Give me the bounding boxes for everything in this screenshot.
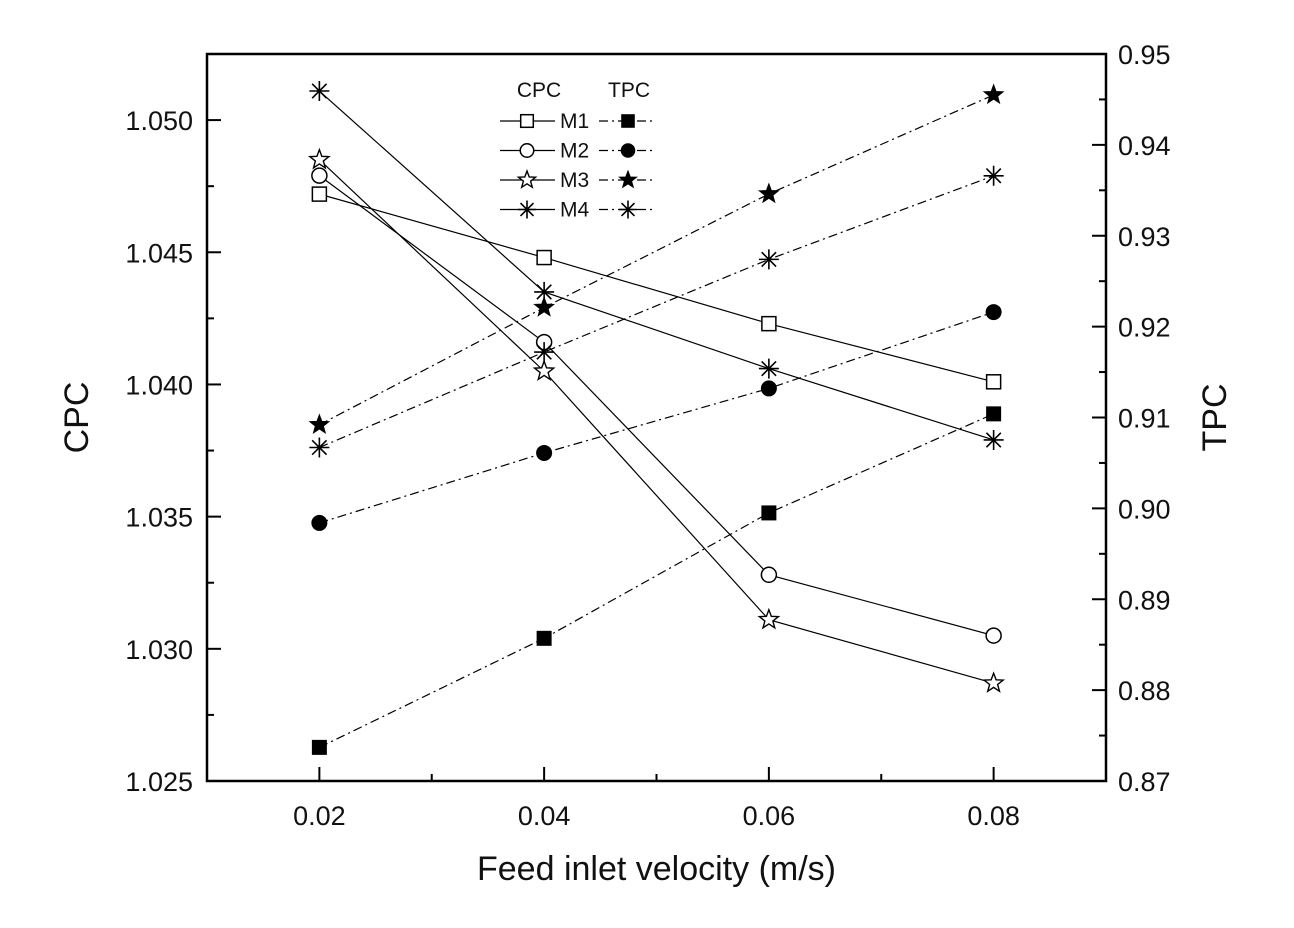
data-point-m3-tpc [982,83,1005,105]
series-m3-cpc [307,147,1006,693]
legend-label: M2 [560,140,589,163]
series-m4-cpc [309,81,1004,450]
y-right-tick-label: 0.94 [1118,131,1171,161]
legend-marker-cpc [519,113,535,129]
legend-label: M3 [560,169,589,192]
legend-marker-tpc [620,143,636,158]
y-right-tick-label: 0.91 [1118,404,1171,434]
y-right-tick-label: 0.95 [1118,40,1171,70]
data-point-m4-cpc [534,281,555,302]
data-point-m4-cpc [758,358,779,379]
data-point-m4-cpc [983,429,1004,450]
data-point-m3-tpc [533,296,555,317]
y-right-tick-label: 0.88 [1118,676,1171,706]
data-point-m2-tpc [760,380,777,397]
data-point-m3-cpc [307,147,331,170]
data-point-m1-cpc [311,186,328,202]
series-line-m4-cpc [318,90,994,441]
y-right-tick-label: 0.90 [1118,494,1171,524]
legend-entry-m3: M3 [500,169,656,192]
x-tick-label: 0.06 [743,801,796,831]
legend-header-cpc: CPC [517,79,561,102]
data-point-m1-tpc [311,739,327,755]
series-m3-tpc [308,83,1005,435]
data-point-m2-tpc [311,514,328,531]
data-point-m3-tpc [758,182,780,204]
legend-marker-tpc [619,200,637,219]
y-left-tick-label: 1.040 [125,370,193,400]
data-point-m2-cpc [760,566,778,584]
y-left-tick-label: 1.045 [125,238,193,268]
series-m2-cpc [311,167,1002,644]
data-point-m3-cpc [532,359,556,381]
legend-entry-m4: M4 [500,199,656,222]
series-line-m1-tpc [319,413,994,748]
legend-entry-m2: M2 [500,140,656,163]
data-point-m4-tpc [983,165,1004,186]
y-left-tick-label: 1.050 [125,106,193,136]
data-point-m1-cpc [985,374,1002,390]
data-point-m4-tpc [309,437,330,458]
series-line-m3-cpc [318,159,994,684]
data-point-m2-tpc [536,444,553,461]
x-tick-label: 0.02 [293,801,346,831]
data-point-m2-cpc [985,627,1002,644]
series-m1-tpc [311,406,1002,755]
data-point-m3-cpc [982,671,1006,693]
y-left-tick-label: 1.025 [125,767,193,797]
series-m4-tpc [309,165,1004,458]
legend-label: M1 [560,110,589,133]
y-left-tick-label: 1.035 [125,503,193,533]
series-line-m3-tpc [319,94,994,426]
legend: CPC TPC M1 M2 M3 M4 [500,79,656,222]
legend-marker-cpc [518,200,536,219]
x-tick-label: 0.08 [967,801,1020,831]
legend-marker-tpc [621,114,635,128]
data-point-m1-tpc [986,406,1002,422]
y-right-tick-label: 0.87 [1118,767,1171,797]
data-point-m2-tpc [985,304,1002,321]
legend-header-tpc: TPC [608,79,650,102]
data-point-m3-cpc [757,607,781,630]
y-axis-right-title: TPC [1196,384,1234,452]
data-point-m1-cpc [761,315,777,332]
x-axis-title: Feed inlet velocity (m/s) [477,850,836,888]
series-line-m1-cpc [319,193,994,383]
data-point-m1-cpc [536,249,552,266]
data-point-m4-tpc [534,342,555,363]
data-point-m4-tpc [758,249,779,270]
y-axis-left-title: CPC [58,382,96,454]
y-right-tick-label: 0.93 [1118,222,1171,252]
data-point-m3-tpc [308,413,331,435]
data-point-m1-tpc [761,505,777,521]
y-right-tick-label: 0.92 [1118,313,1171,343]
legend-entry-m1: M1 [500,110,656,133]
y-right-tick-label: 0.89 [1118,585,1171,615]
data-point-m2-cpc [311,167,328,184]
data-point-m1-tpc [536,630,552,646]
series-m1-cpc [311,186,1002,390]
x-tick-label: 0.04 [518,801,571,831]
series-line-m4-tpc [319,175,994,449]
series-line-m2-tpc [319,311,994,524]
legend-marker-tpc [618,169,638,189]
legend-label: M4 [560,199,589,222]
legend-marker-cpc [519,143,535,158]
series-line-m2-cpc [319,175,994,637]
data-point-m4-cpc [309,81,330,102]
y-left-tick-label: 1.030 [125,635,193,665]
legend-marker-cpc [516,169,538,189]
series-m2-tpc [311,304,1002,531]
plot-frame [205,52,1108,783]
